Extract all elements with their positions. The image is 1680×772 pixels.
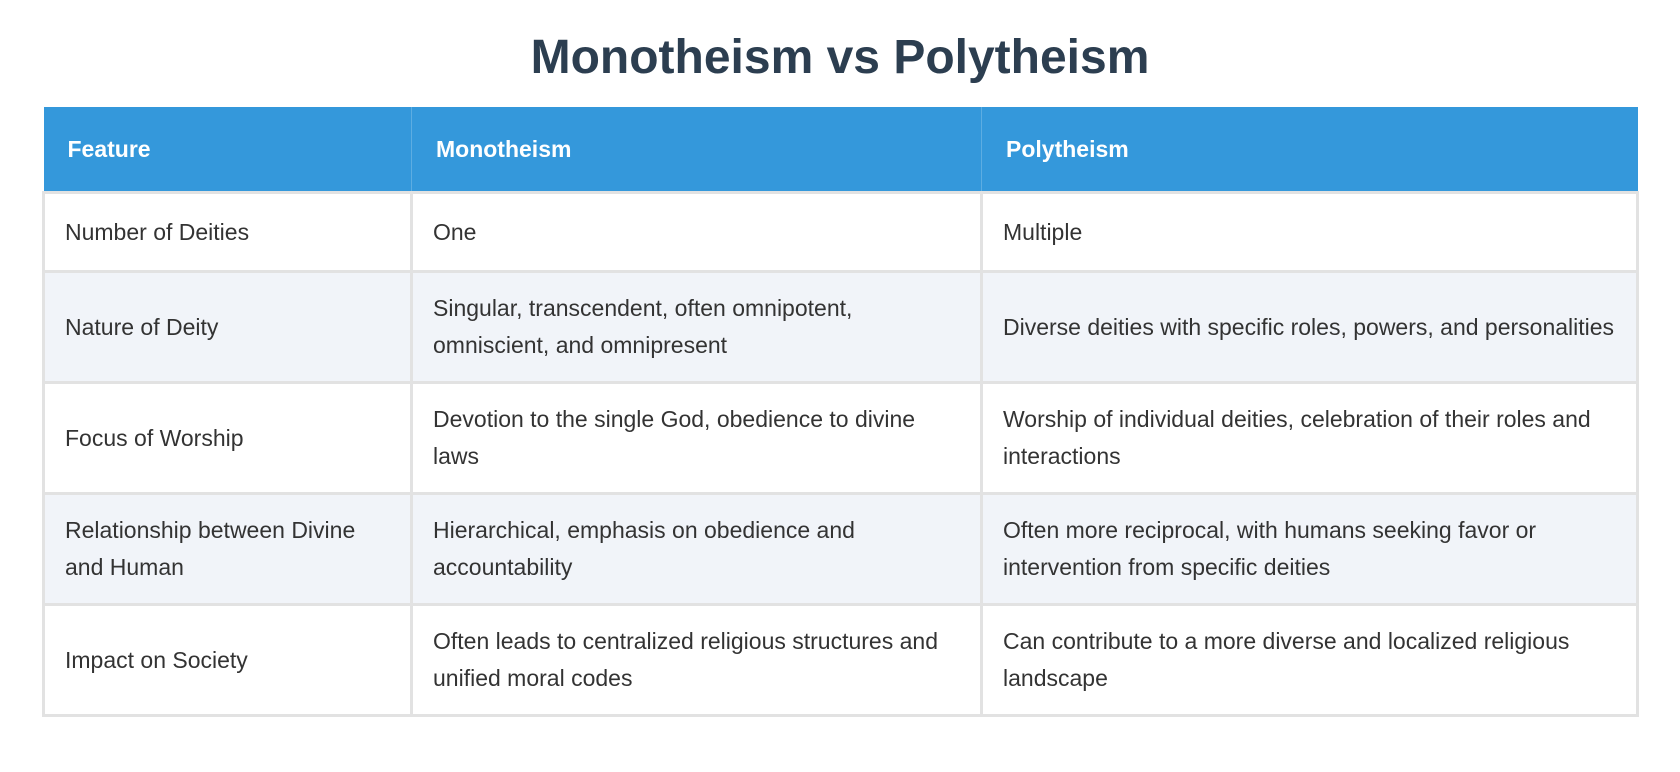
cell-monotheism: Devotion to the single God, obedience to… xyxy=(410,381,983,495)
page-title: Monotheism vs Polytheism xyxy=(530,31,1150,84)
header-polytheism: Polytheism xyxy=(981,107,1638,193)
header-row: Feature Monotheism Polytheism xyxy=(43,107,1638,193)
cell-monotheism: Often leads to centralized religious str… xyxy=(410,603,983,717)
cell-feature: Nature of Deity xyxy=(42,270,413,384)
cell-monotheism: Singular, transcendent, often omnipotent… xyxy=(410,270,983,384)
cell-monotheism: One xyxy=(410,191,983,273)
table-row: Nature of Deity Singular, transcendent, … xyxy=(42,270,1639,384)
header-feature: Feature xyxy=(43,107,412,193)
cell-monotheism: Hierarchical, emphasis on obedience and … xyxy=(410,492,983,606)
cell-polytheism: Worship of individual deities, celebrati… xyxy=(980,381,1639,495)
comparison-table: Feature Monotheism Polytheism Number of … xyxy=(42,107,1639,717)
cell-feature: Focus of Worship xyxy=(42,381,413,495)
table-row: Number of Deities One Multiple xyxy=(42,191,1639,273)
cell-feature: Relationship between Divine and Human xyxy=(42,492,413,606)
cell-feature: Impact on Society xyxy=(42,603,413,717)
cell-polytheism: Multiple xyxy=(980,191,1639,273)
cell-feature: Number of Deities xyxy=(42,191,413,273)
table-row: Relationship between Divine and Human Hi… xyxy=(42,492,1639,606)
header-monotheism: Monotheism xyxy=(411,107,982,193)
table-row: Focus of Worship Devotion to the single … xyxy=(42,381,1639,495)
cell-polytheism: Can contribute to a more diverse and loc… xyxy=(980,603,1639,717)
table-row: Impact on Society Often leads to central… xyxy=(42,603,1639,717)
cell-polytheism: Diverse deities with specific roles, pow… xyxy=(980,270,1639,384)
cell-polytheism: Often more reciprocal, with humans seeki… xyxy=(980,492,1639,606)
